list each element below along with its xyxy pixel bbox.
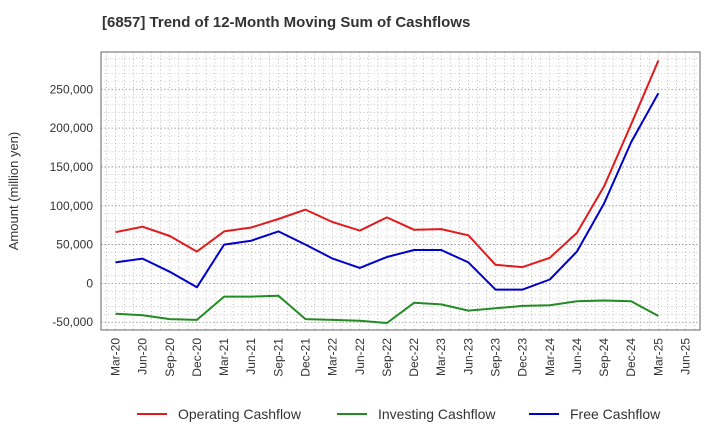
x-tick-label: Sep-24 — [597, 338, 611, 377]
x-tick-label: Mar-25 — [651, 338, 665, 376]
x-tick-label: Mar-20 — [109, 338, 123, 376]
y-tick-label: 0 — [86, 276, 93, 290]
x-tick-label: Jun-24 — [570, 338, 584, 375]
x-tick-label: Jun-21 — [244, 338, 258, 375]
y-axis: -50,000 0 50,000 100,000 150,000 200,000 250,0… — [50, 82, 94, 329]
y-tick-label: 50,000 — [56, 238, 93, 252]
x-tick-label: Dec-22 — [407, 338, 421, 377]
x-tick-label: Jun-23 — [461, 338, 475, 375]
series-line-operating-cashflow — [115, 60, 660, 269]
legend-label-free-cashflow: Free Cashflow — [570, 406, 661, 422]
y-tick-label: -50,000 — [52, 315, 93, 329]
series-line-investing-cashflow — [115, 294, 659, 324]
x-tick-label: Dec-23 — [516, 338, 530, 377]
x-tick-label: Mar-24 — [543, 338, 557, 376]
grid-layer — [101, 52, 700, 330]
x-tick-label: Mar-22 — [326, 338, 340, 376]
series-line-free-cashflow — [115, 92, 660, 291]
x-tick-label: Jun-20 — [136, 338, 150, 375]
y-axis-title: Amount (million yen) — [6, 132, 21, 251]
x-tick-label: Sep-20 — [163, 338, 177, 377]
x-tick-label: Dec-21 — [299, 338, 313, 377]
series-layer — [115, 60, 660, 324]
x-tick-label: Sep-22 — [380, 338, 394, 377]
x-axis: Mar-20 Jun-20 Sep-20 Dec-20 Mar-21 Jun-21 Sep-… — [109, 338, 693, 377]
x-tick-label: Sep-23 — [489, 338, 503, 377]
x-tick-label: Mar-21 — [217, 338, 231, 376]
plot-area — [100, 51, 701, 331]
y-tick-label: 250,000 — [50, 82, 94, 96]
legend-label-investing-cashflow: Investing Cashflow — [378, 406, 496, 422]
x-tick-label: Sep-21 — [271, 338, 285, 377]
y-tick-label: 100,000 — [50, 199, 94, 213]
x-tick-label: Mar-23 — [434, 338, 448, 376]
legend: Operating Cashflow Investing Cashflow Free… — [137, 406, 661, 422]
x-tick-label: Jun-22 — [353, 338, 367, 375]
legend-label-operating-cashflow: Operating Cashflow — [178, 406, 302, 422]
x-tick-label: Dec-20 — [190, 338, 204, 377]
y-tick-label: 200,000 — [50, 121, 94, 135]
x-tick-label: Dec-24 — [624, 338, 638, 377]
x-tick-label: Jun-25 — [679, 338, 693, 375]
y-tick-label: 150,000 — [50, 160, 94, 174]
chart-title: [6857] Trend of 12-Month Moving Sum of C… — [102, 14, 471, 31]
